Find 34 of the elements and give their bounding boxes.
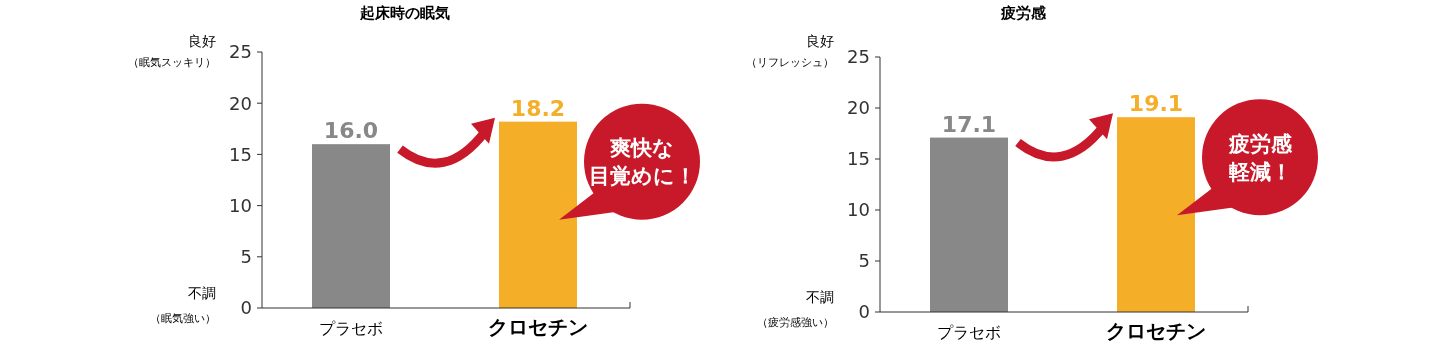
y-tick-label: 25 (229, 41, 252, 63)
x-tick-label: クロセチン (1106, 319, 1206, 343)
annotation: 爽快な (610, 135, 674, 160)
annotation: 軽減！ (1227, 159, 1292, 184)
y-tick-label: 10 (229, 194, 252, 216)
y-tick-label: 15 (847, 148, 870, 170)
text: 良好 (806, 33, 834, 49)
text: 良好 (188, 33, 216, 49)
y-tick-label: 0 (858, 301, 870, 323)
text: 不調 (188, 285, 216, 301)
y-tick-label: 5 (858, 250, 870, 272)
x-tick-label: プラセボ (319, 319, 383, 338)
x-tick-label: プラセボ (937, 323, 1001, 342)
y-tick-label: 5 (240, 246, 252, 268)
y-tick-label: 0 (240, 297, 252, 319)
text: 不調 (806, 289, 834, 305)
data-label: 17.1 (941, 111, 997, 137)
data-label: 19.1 (1128, 91, 1184, 117)
chart-title: 起床時の眠気 (359, 4, 450, 22)
data-label: 18.2 (510, 95, 566, 121)
x-tick-label: クロセチン (488, 315, 588, 339)
y-tick-label: 10 (847, 199, 870, 221)
y-tick-label: 15 (229, 143, 252, 165)
text: （リフレッシュ） (746, 56, 834, 69)
annotation: 目覚めに！ (588, 163, 696, 188)
text: （疲労感強い） (757, 316, 834, 329)
y-tick-label: 20 (229, 92, 252, 114)
data-label: 16.0 (323, 118, 379, 144)
y-tick-label: 20 (847, 97, 870, 119)
chart-title: 疲労感 (999, 4, 1047, 22)
text: （眠気スッキリ） (128, 56, 216, 69)
text: （眠気強い） (150, 312, 216, 325)
y-tick-label: 25 (847, 46, 870, 68)
annotation: 疲労感 (1227, 131, 1293, 156)
